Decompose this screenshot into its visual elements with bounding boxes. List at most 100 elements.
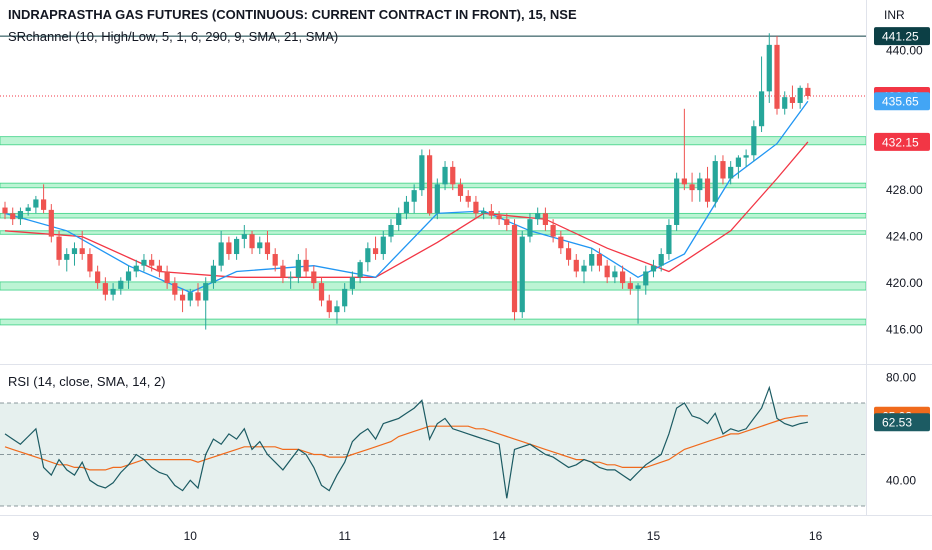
- candle-body: [720, 161, 726, 179]
- candle: [241, 224, 247, 249]
- candle-body: [272, 254, 278, 266]
- candle-body: [210, 265, 217, 284]
- candle-body: [241, 234, 247, 239]
- candle: [365, 242, 371, 272]
- candle-body: [110, 288, 116, 295]
- candle: [782, 91, 788, 115]
- candle-body: [743, 155, 749, 158]
- candle: [681, 108, 687, 191]
- price-tick-label: 424.00: [886, 230, 923, 244]
- candle-body: [635, 285, 641, 289]
- candle: [689, 172, 695, 202]
- candle: [743, 149, 749, 167]
- candle: [249, 230, 255, 255]
- candle-body: [751, 126, 757, 156]
- candle: [581, 259, 587, 284]
- candle: [2, 201, 8, 220]
- candle: [481, 207, 487, 220]
- candle: [650, 259, 657, 278]
- candle: [133, 259, 139, 278]
- candle: [488, 204, 494, 220]
- rsi-panel[interactable]: [0, 385, 866, 507]
- candle-body: [457, 184, 464, 196]
- candle-body: [620, 271, 626, 284]
- candle-body: [511, 224, 518, 313]
- price-panel[interactable]: [0, 33, 867, 330]
- price-tag-sr-level: 432.15: [874, 132, 930, 151]
- candle-body: [573, 259, 579, 272]
- candle: [565, 242, 572, 266]
- candle: [411, 184, 417, 214]
- candle: [627, 277, 633, 295]
- candle-body: [2, 207, 8, 214]
- candle-body: [581, 265, 587, 272]
- candle: [643, 265, 649, 295]
- rsi-tag-rsi: 62.53: [874, 413, 930, 432]
- candle-body: [403, 201, 410, 214]
- candle-body: [427, 155, 433, 214]
- candle: [17, 207, 24, 225]
- candle-body: [25, 207, 31, 212]
- candle: [156, 259, 162, 278]
- candle: [118, 277, 124, 295]
- candle-body: [303, 259, 309, 272]
- sma-slow-line: [4, 141, 809, 278]
- candle: [496, 211, 502, 225]
- candle: [403, 195, 410, 220]
- candle: [758, 56, 765, 133]
- candle-body: [365, 248, 371, 263]
- candle: [396, 207, 402, 231]
- candle-body: [419, 155, 425, 191]
- candle: [288, 271, 294, 289]
- candle-body: [334, 306, 340, 313]
- candle-body: [565, 248, 572, 260]
- candle: [527, 213, 533, 243]
- time-tick-label: 11: [338, 529, 351, 543]
- candle-body: [774, 44, 780, 109]
- time-tick-label: 10: [184, 529, 198, 543]
- candle-body: [442, 166, 448, 185]
- candle-body: [372, 248, 379, 255]
- time-tick-label: 14: [492, 529, 506, 543]
- rsi-tick-label: 80.00: [886, 370, 916, 384]
- rsi-tag-bg: [874, 413, 930, 432]
- candle-body: [257, 242, 263, 249]
- candle: [504, 213, 510, 231]
- candle: [635, 283, 641, 324]
- candle: [380, 230, 386, 260]
- candle-body: [388, 224, 394, 237]
- candle: [789, 85, 796, 109]
- candle-body: [735, 157, 741, 167]
- price-tick-label: 428.00: [886, 183, 923, 197]
- candle: [450, 161, 456, 191]
- candle-body: [149, 259, 155, 266]
- candle: [179, 288, 186, 313]
- candle: [473, 195, 479, 220]
- candle: [102, 277, 108, 301]
- chart-title: INDRAPRASTHA GAS FUTURES (CONTINUOUS: CU…: [8, 7, 577, 22]
- rsi-line: [4, 385, 809, 499]
- candle-body: [10, 213, 16, 220]
- candle: [511, 219, 518, 321]
- price-tag-text: 441.25: [882, 30, 919, 44]
- candle: [372, 236, 379, 260]
- candle: [349, 271, 355, 295]
- candle-body: [797, 87, 803, 103]
- candle-body: [179, 294, 186, 301]
- candle-body: [56, 236, 62, 260]
- price-tick-label: 416.00: [886, 323, 923, 337]
- candle: [234, 236, 240, 260]
- candle: [311, 265, 317, 289]
- candle: [604, 259, 610, 284]
- candle-body: [141, 259, 147, 266]
- candle-body: [704, 178, 711, 202]
- candle: [612, 265, 618, 284]
- candle-body: [33, 199, 39, 208]
- candle: [704, 166, 711, 208]
- candle-body: [118, 280, 124, 289]
- candle: [48, 204, 54, 243]
- candle-body: [782, 97, 788, 109]
- candle-body: [589, 254, 595, 266]
- candle-body: [766, 44, 772, 92]
